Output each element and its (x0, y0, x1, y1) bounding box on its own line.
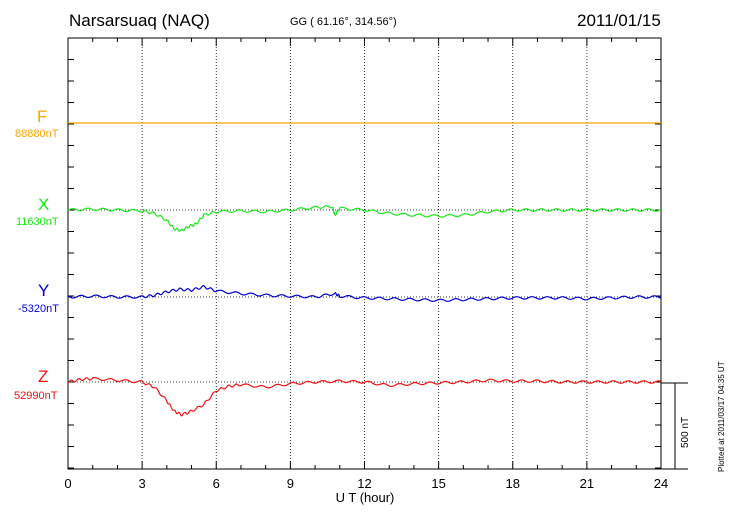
x-tick-label: 0 (64, 476, 71, 491)
component-letter-z: Z (38, 367, 49, 386)
x-axis-label: U T (hour) (335, 490, 395, 505)
grid-lines (141, 38, 588, 469)
x-tick-label: 3 (139, 476, 146, 491)
x-tick-label: 15 (431, 476, 445, 491)
plotted-timestamp: Plotted at 2011/03/17 04:35 UT (717, 361, 726, 472)
series-y-line (67, 284, 662, 302)
x-tick-label: 18 (506, 476, 520, 491)
series-x-line (67, 205, 662, 232)
component-letter-x: X (38, 195, 50, 214)
x-tick-label: 24 (654, 476, 668, 491)
station-title: Narsarsuaq (NAQ) (69, 11, 210, 30)
x-tick-label: 6 (213, 476, 220, 491)
geographic-coords: GG ( 61.16°, 314.56°) (290, 16, 397, 28)
baseline-value-y: -5320nT (18, 303, 59, 315)
scale-bar-label: 500 nT (680, 416, 691, 448)
scale-bar (661, 382, 688, 470)
x-tick-label: 12 (357, 476, 371, 491)
component-letter-y: Y (38, 281, 50, 300)
baseline-value-x: 11630nT (16, 216, 59, 228)
date-title: 2011/01/15 (577, 11, 661, 30)
traces (67, 122, 662, 417)
x-tick-label: 21 (580, 476, 594, 491)
x-tick-labels: 0 3 6 9 12 15 18 21 24 (64, 476, 668, 491)
component-letter-f: F (37, 107, 48, 126)
x-tick-label: 9 (287, 476, 294, 491)
series-z-line (67, 376, 662, 417)
baseline-value-f: 88880nT (15, 128, 59, 140)
baseline-value-z: 52990nT (14, 390, 58, 402)
